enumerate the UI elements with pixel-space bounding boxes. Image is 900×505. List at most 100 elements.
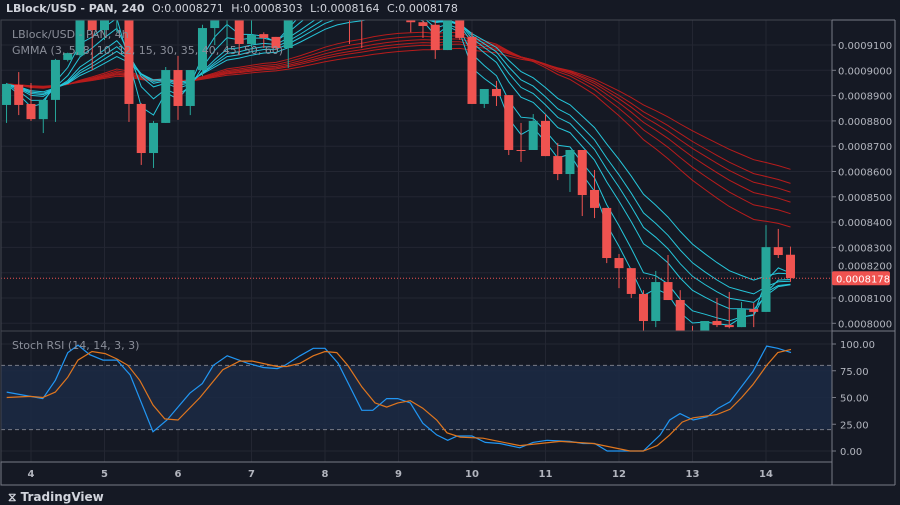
candle-bullish <box>443 20 453 51</box>
price-tick-label: 0.0008900 <box>838 92 892 103</box>
candle-bearish <box>406 20 416 33</box>
candle-body <box>87 20 97 31</box>
candle-bullish <box>247 20 256 48</box>
candle-bearish <box>455 20 465 40</box>
candle-bearish <box>675 290 685 331</box>
candle-bearish <box>136 103 146 165</box>
time-tick-label: 4 <box>28 469 35 480</box>
candle-body <box>528 120 538 150</box>
gmma-overlay <box>6 20 791 326</box>
stoch-axis[interactable]: 100.00 75.00 50.00 25.00 0.00 <box>832 340 875 458</box>
price-tick-label: 0.0008400 <box>838 218 892 229</box>
candle-body <box>136 103 146 154</box>
candle-bearish <box>418 20 428 38</box>
candle-bearish <box>785 246 795 282</box>
stoch-k-line <box>6 344 792 452</box>
stoch-rsi-legend[interactable]: Stoch RSI (14, 14, 3, 3) <box>12 339 140 352</box>
candle-body <box>638 293 648 322</box>
candle-bullish <box>651 270 661 328</box>
candle-body <box>283 20 293 49</box>
candle-bearish <box>87 20 97 71</box>
time-tick-label: 14 <box>759 469 773 480</box>
symbol-legend[interactable]: LBlock/USD - PAN, 4h <box>12 28 129 41</box>
candle-body <box>700 321 710 331</box>
price-tick-label: 0.0008800 <box>838 117 892 128</box>
candle-bearish <box>602 207 612 264</box>
candle-body <box>602 207 612 259</box>
candle-bullish <box>38 99 48 134</box>
candle-bearish <box>724 291 734 329</box>
candle-bearish <box>541 114 550 157</box>
symbol-title: LBlock/USD - PAN, 240 <box>6 2 145 15</box>
candle-body <box>26 103 36 120</box>
candle-body <box>626 268 636 294</box>
gmma-short-ema-12 <box>6 20 791 295</box>
price-tick-label: 0.0008000 <box>838 319 892 330</box>
candle-body <box>712 321 722 326</box>
candle-body <box>210 20 220 29</box>
tradingview-logo-icon: ⧖ <box>8 490 21 504</box>
candle-body <box>737 309 747 328</box>
candle-body <box>773 247 783 255</box>
candle-bearish <box>361 20 363 49</box>
candle-bearish <box>430 20 440 59</box>
price-axis[interactable]: 0.0009100 0.0009000 0.0008900 0.0008800 0.00… <box>832 41 892 330</box>
candle-bearish <box>124 20 134 122</box>
candle-bearish <box>553 142 563 181</box>
time-tick-label: 7 <box>248 469 255 480</box>
stoch-tick-label: 100.00 <box>840 340 875 351</box>
ohlc-low: L:0.0008164 <box>310 2 380 15</box>
candle-body <box>259 34 269 38</box>
stoch-tick-label: 75.00 <box>840 367 869 378</box>
candle-body <box>418 22 428 27</box>
candle-bullish <box>565 149 575 192</box>
candle-bearish <box>26 82 36 121</box>
stoch-tick-label: 25.00 <box>840 420 869 431</box>
gmma-long-ema-45 <box>6 41 791 193</box>
candle-body <box>516 149 526 151</box>
candle-bearish <box>259 32 269 49</box>
price-tick-label: 0.0008700 <box>838 142 892 153</box>
candle-body <box>2 83 12 105</box>
ohlc-open: O:0.0008271 <box>152 2 224 15</box>
candle-bearish <box>504 95 514 156</box>
candle-bullish <box>149 120 159 168</box>
candle-bullish <box>210 20 220 45</box>
time-tick-label: 5 <box>101 469 108 480</box>
gmma-long-ema-50 <box>6 43 791 184</box>
price-tick-label: 0.0008200 <box>838 261 892 272</box>
candle-body <box>577 149 587 196</box>
time-tick-label: 12 <box>612 469 626 480</box>
price-tick-label: 0.0008100 <box>838 294 892 305</box>
candle-bullish <box>479 89 489 108</box>
candle-bearish <box>348 20 350 44</box>
stoch-tick-label: 50.00 <box>840 394 869 405</box>
time-axis[interactable]: 4 5 6 7 8 9 10 11 12 13 14 <box>28 469 773 480</box>
candle-bullish <box>100 20 109 40</box>
candle-body <box>161 70 171 123</box>
candle-body <box>443 20 453 51</box>
price-tick-label: 0.0008600 <box>838 168 892 179</box>
candle-bullish <box>75 20 85 58</box>
candle-body <box>247 34 256 44</box>
price-tick-label: 0.0009000 <box>838 66 892 77</box>
candle-body <box>173 70 183 106</box>
candle-bullish <box>761 225 771 312</box>
candle-bullish <box>197 24 207 77</box>
candle-body <box>271 36 281 49</box>
candle-body <box>467 36 477 104</box>
candle-body <box>100 20 109 31</box>
candle-bullish <box>528 114 538 150</box>
stoch-d-line <box>6 348 792 452</box>
candle-body <box>38 99 48 120</box>
candle-bullish <box>226 20 228 49</box>
candle-body <box>651 282 661 322</box>
candle-bearish <box>271 36 281 51</box>
candle-body <box>491 89 501 97</box>
time-tick-label: 9 <box>395 469 402 480</box>
candle-bullish <box>2 82 12 123</box>
candle-bullish <box>700 321 710 331</box>
time-axis-frame[interactable] <box>0 461 833 486</box>
gmma-legend[interactable]: GMMA (3, 5, 8, 10, 12, 15, 30, 35, 40, 4… <box>12 44 284 57</box>
